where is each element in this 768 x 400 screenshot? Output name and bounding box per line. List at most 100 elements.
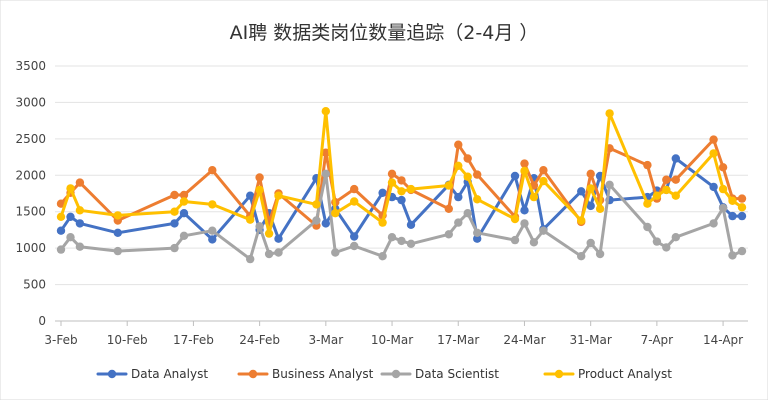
data-point-data-scientist (113, 246, 123, 256)
data-point-product-analyst (378, 218, 387, 227)
data-point-product-analyst (321, 107, 330, 116)
y-tick-label: 500 (23, 278, 46, 292)
data-point-data-scientist (208, 226, 217, 235)
data-point-data-analyst (397, 195, 406, 205)
data-point-data-analyst (454, 192, 463, 202)
data-point-business-analyst (350, 184, 359, 194)
data-point-business-analyst (444, 204, 453, 213)
x-tick-label: 17-Feb (173, 333, 214, 347)
data-point-data-scientist (350, 241, 359, 251)
data-point-product-analyst (66, 184, 75, 193)
data-point-product-analyst (529, 192, 539, 202)
data-point-product-analyst (728, 196, 737, 205)
y-tick-label: 2500 (15, 132, 46, 146)
data-point-product-analyst (56, 212, 66, 221)
legend-label: Data Scientist (415, 367, 499, 381)
data-point-data-scientist (66, 233, 75, 242)
legend-label: Product Analyst (578, 367, 672, 381)
data-point-data-scientist (709, 219, 718, 228)
data-point-data-analyst (113, 228, 123, 237)
legend-swatch-marker (554, 369, 564, 379)
data-point-business-analyst (586, 169, 595, 178)
data-point-product-analyst (718, 184, 728, 194)
legend-item-product-analyst: Product Analyst (543, 367, 672, 381)
legend-swatch-marker (107, 369, 117, 379)
data-point-product-analyst (179, 197, 189, 206)
x-tick-label: 3-Mar (309, 333, 344, 347)
x-tick-label: 31-Mar (570, 333, 612, 347)
legend-swatch-marker (391, 369, 401, 379)
data-point-data-analyst (671, 154, 680, 163)
data-point-business-analyst (208, 166, 217, 175)
data-point-data-scientist (444, 230, 453, 239)
data-point-data-scientist (728, 251, 737, 260)
data-point-product-analyst (75, 206, 85, 215)
data-point-product-analyst (737, 203, 747, 212)
data-point-product-analyst (397, 187, 406, 196)
y-tick-label: 2000 (15, 168, 46, 182)
legend: Data Analyst Business Analyst Data Scienti… (96, 367, 672, 381)
legend-label: Data Analyst (131, 367, 208, 381)
series-layer (56, 107, 747, 264)
data-point-business-analyst (718, 163, 728, 172)
data-point-business-analyst (709, 135, 718, 144)
data-point-product-analyst (510, 214, 520, 224)
data-point-data-analyst (246, 191, 255, 200)
data-point-business-analyst (321, 148, 330, 157)
data-point-data-analyst (737, 211, 747, 221)
data-point-data-scientist (737, 246, 747, 256)
legend-item-business-analyst: Business Analyst (237, 367, 374, 381)
data-point-business-analyst (387, 169, 397, 178)
data-point-data-scientist (179, 231, 189, 240)
x-tick-label: 14-Apr (703, 333, 743, 347)
data-point-product-analyst (350, 197, 359, 206)
y-tick-label: 3500 (15, 59, 46, 73)
data-point-business-analyst (643, 160, 652, 170)
data-point-product-analyst (454, 161, 463, 170)
data-point-data-scientist (652, 237, 662, 246)
y-tick-label: 3000 (15, 95, 46, 109)
data-point-product-analyst (662, 185, 671, 195)
legend-label: Business Analyst (272, 367, 374, 381)
series-data-scientist (56, 169, 747, 264)
data-point-business-analyst (539, 166, 548, 175)
data-point-data-scientist (529, 238, 539, 247)
data-point-data-scientist (312, 216, 321, 225)
axes: 0 500 1000 1500 2000 2500 3000 3500 3-Feb 10-Feb 1… (15, 59, 743, 347)
data-point-data-analyst (510, 171, 520, 181)
data-point-data-scientist (520, 219, 529, 228)
data-point-data-scientist (718, 203, 728, 213)
data-point-data-analyst (56, 226, 66, 235)
data-point-business-analyst (75, 178, 85, 187)
data-point-product-analyst (605, 109, 614, 118)
data-point-data-scientist (595, 249, 605, 259)
data-point-product-analyst (643, 199, 652, 208)
chart-title: AI聘 数据类岗位数量追踪（2-4月 ） (230, 22, 539, 44)
data-point-data-scientist (170, 243, 179, 253)
data-point-data-scientist (605, 180, 614, 189)
data-point-data-scientist (378, 252, 387, 261)
data-point-data-scientist (577, 252, 586, 261)
data-point-data-analyst (473, 234, 482, 243)
data-point-product-analyst (406, 184, 416, 194)
series-product-analyst (56, 107, 747, 238)
data-point-data-scientist (387, 233, 397, 242)
data-point-product-analyst (463, 172, 472, 181)
x-tick-label: 3-Feb (44, 333, 77, 347)
legend-swatch-marker (248, 369, 258, 379)
data-point-data-scientist (255, 222, 264, 231)
series-business-analyst (56, 135, 747, 230)
data-point-product-analyst (274, 191, 283, 200)
data-point-data-scientist (75, 242, 85, 251)
data-point-data-scientist (321, 169, 330, 178)
data-point-data-scientist (473, 228, 482, 237)
data-point-data-scientist (56, 245, 66, 254)
data-point-business-analyst (170, 190, 179, 200)
data-point-business-analyst (179, 190, 189, 200)
data-point-business-analyst (397, 176, 406, 185)
data-point-data-scientist (454, 218, 463, 227)
data-point-data-scientist (274, 248, 283, 257)
data-point-data-scientist (586, 238, 595, 248)
